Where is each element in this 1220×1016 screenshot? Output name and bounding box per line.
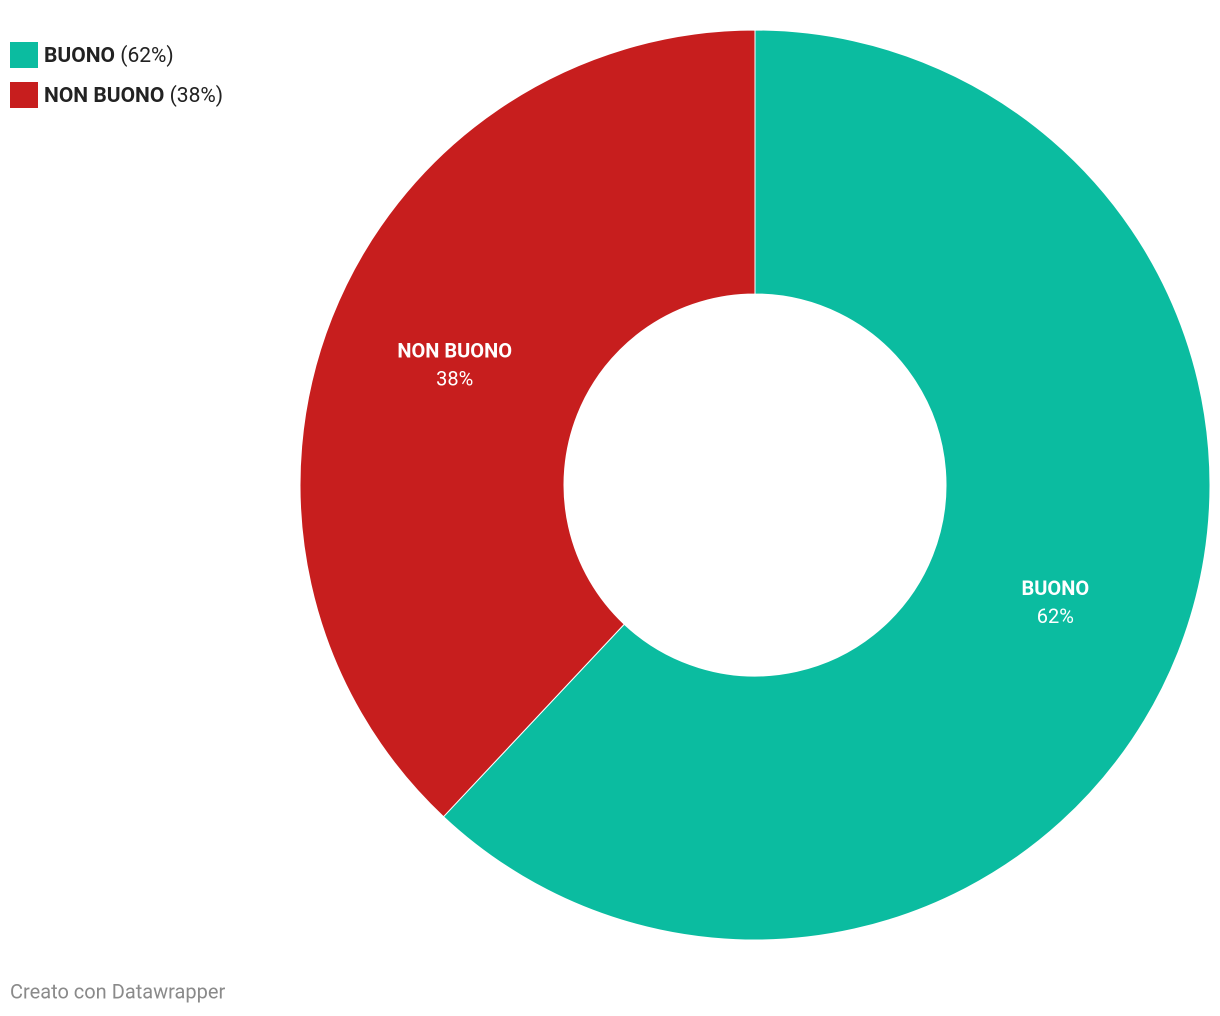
- legend-label: NON BUONO (38%): [44, 84, 223, 108]
- legend: BUONO (62%) NON BUONO (38%): [10, 42, 223, 108]
- footer: Creato con Datawrapper: [10, 979, 225, 1003]
- legend-label: BUONO (62%): [44, 44, 174, 68]
- legend-value: (38%): [170, 84, 223, 108]
- legend-name: NON BUONO: [44, 84, 164, 108]
- slice-value: 62%: [1037, 604, 1074, 628]
- legend-value: (62%): [120, 44, 173, 68]
- slice: [299, 29, 756, 818]
- slice: [442, 29, 1211, 941]
- legend-swatch: [10, 42, 38, 68]
- slice-label: BUONO: [1021, 576, 1089, 600]
- legend-name: BUONO: [44, 44, 115, 68]
- donut: BUONO 62% NON BUONO 38%: [299, 29, 1211, 941]
- legend-swatch: [10, 82, 38, 108]
- slice-label: NON BUONO: [397, 338, 512, 362]
- slice-value: 38%: [436, 366, 473, 390]
